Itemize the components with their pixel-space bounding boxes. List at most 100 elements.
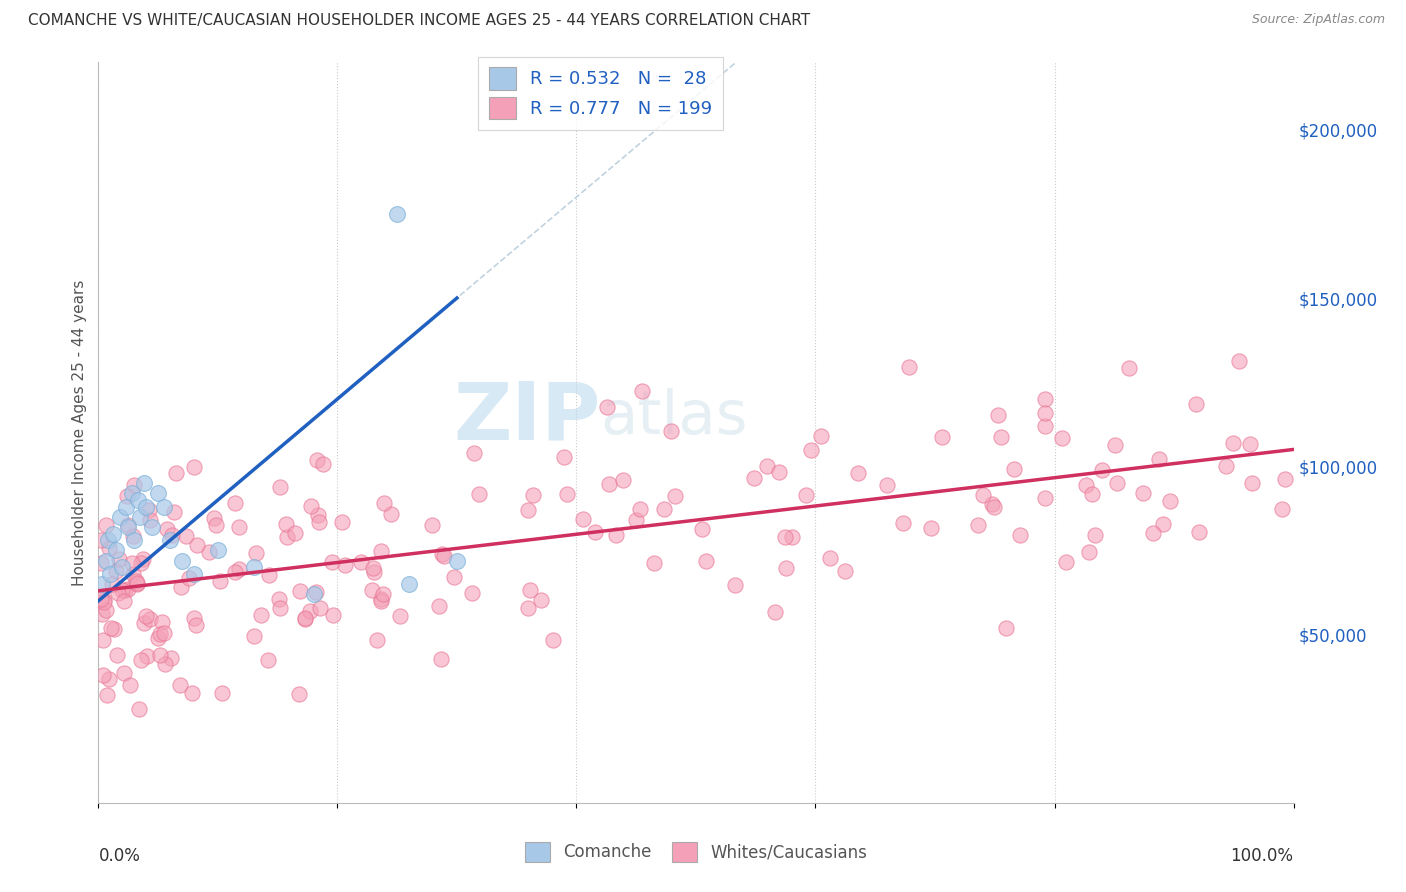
Point xyxy=(138,503,160,517)
Point xyxy=(174,529,197,543)
Point xyxy=(93,595,115,609)
Point xyxy=(207,543,229,558)
Point xyxy=(111,560,134,574)
Point xyxy=(553,450,575,464)
Point xyxy=(132,476,155,491)
Point xyxy=(302,587,325,601)
Point xyxy=(101,526,124,541)
Point xyxy=(628,502,651,516)
Point xyxy=(160,651,183,665)
Point xyxy=(256,653,278,667)
Point xyxy=(186,537,208,551)
Point xyxy=(1054,555,1077,569)
Point xyxy=(429,652,451,666)
Point xyxy=(897,360,920,375)
Point xyxy=(624,513,647,527)
Point xyxy=(1142,526,1164,541)
Point xyxy=(117,518,139,533)
Point xyxy=(605,527,627,541)
Point xyxy=(876,478,898,492)
Point xyxy=(90,591,112,606)
Point xyxy=(183,459,205,474)
Point xyxy=(1132,486,1154,500)
Point xyxy=(330,515,353,529)
Point xyxy=(204,517,226,532)
Point xyxy=(148,486,170,500)
Point xyxy=(654,501,676,516)
Point xyxy=(165,466,187,480)
Point xyxy=(160,528,183,542)
Point xyxy=(96,688,118,702)
Point xyxy=(1008,528,1031,542)
Point xyxy=(1091,463,1114,477)
Point xyxy=(274,516,297,531)
Point xyxy=(312,457,335,471)
Point xyxy=(169,678,191,692)
Point xyxy=(742,471,765,485)
Point xyxy=(1002,461,1025,475)
Point xyxy=(307,508,329,523)
Point xyxy=(100,621,122,635)
Point xyxy=(723,578,745,592)
Point xyxy=(150,615,173,629)
Point xyxy=(1084,527,1107,541)
Point xyxy=(468,487,491,501)
Point xyxy=(288,583,311,598)
Point xyxy=(1081,486,1104,500)
Point xyxy=(1035,491,1057,505)
Point xyxy=(98,566,122,581)
Point xyxy=(177,571,200,585)
Point xyxy=(612,473,634,487)
Point xyxy=(446,553,468,567)
Point xyxy=(385,207,409,221)
Point xyxy=(125,577,148,591)
Point xyxy=(269,600,291,615)
Point xyxy=(1215,459,1237,474)
Point xyxy=(1107,475,1129,490)
Point xyxy=(631,384,654,399)
Point xyxy=(153,626,176,640)
Point xyxy=(690,522,713,536)
Point xyxy=(519,582,541,597)
Point xyxy=(810,429,832,443)
Point xyxy=(197,545,219,559)
Point xyxy=(90,556,112,570)
Point xyxy=(366,633,388,648)
Point xyxy=(90,533,112,547)
Point xyxy=(208,574,231,588)
Point xyxy=(269,592,291,607)
Point xyxy=(94,518,117,533)
Point xyxy=(1033,406,1056,420)
Point xyxy=(775,530,797,544)
Point xyxy=(920,521,942,535)
Point xyxy=(91,633,114,648)
Point xyxy=(129,509,152,524)
Point xyxy=(432,549,454,563)
Point xyxy=(117,582,139,597)
Point xyxy=(91,607,114,621)
Point xyxy=(243,560,266,574)
Point xyxy=(794,488,817,502)
Point xyxy=(370,591,392,606)
Point xyxy=(373,587,395,601)
Point xyxy=(94,553,117,567)
Point xyxy=(97,541,120,556)
Point xyxy=(156,523,179,537)
Point xyxy=(243,629,266,643)
Point xyxy=(276,530,298,544)
Point xyxy=(103,622,125,636)
Point xyxy=(768,465,790,479)
Point xyxy=(107,552,129,566)
Point xyxy=(931,430,953,444)
Point xyxy=(97,533,120,548)
Point xyxy=(571,512,593,526)
Point xyxy=(333,558,356,572)
Point xyxy=(834,564,856,578)
Point xyxy=(522,487,544,501)
Text: atlas: atlas xyxy=(600,388,748,447)
Point xyxy=(149,627,172,641)
Point xyxy=(1050,431,1073,445)
Point xyxy=(132,615,155,630)
Point xyxy=(135,500,157,514)
Point xyxy=(1033,392,1056,407)
